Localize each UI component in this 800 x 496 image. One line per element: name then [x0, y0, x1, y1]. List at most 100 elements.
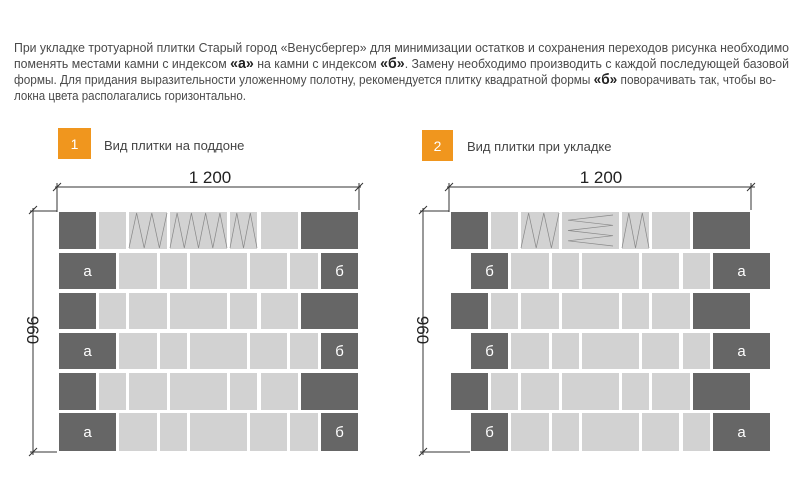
light-tile	[642, 253, 679, 289]
light-tile	[652, 212, 690, 249]
dark-tile	[713, 333, 770, 369]
fiber-direction-hatch	[128, 212, 168, 249]
dark-tile	[321, 253, 358, 289]
text-span: на камни с индексом	[254, 56, 380, 71]
description-line-1: При укладке тротуарной плитки Старый гор…	[14, 40, 789, 55]
dark-tile	[59, 253, 116, 289]
description-line-4: локна цвета располагались горизонтально.	[14, 88, 246, 103]
dark-tile	[693, 212, 750, 249]
description-line-2: поменять местами камни с индексом «а» на…	[14, 55, 789, 72]
tile-index-left: а	[83, 343, 92, 360]
light-tile	[250, 253, 287, 289]
light-tile	[491, 293, 518, 329]
diagram-1-tiles: а ба ба б	[59, 212, 358, 451]
dark-tile	[59, 333, 116, 369]
light-tile	[119, 253, 157, 289]
tile-index-left: б	[485, 424, 494, 441]
fiber-direction-hatch	[169, 212, 228, 249]
diagram-2-header: 2 Вид плитки при укладке	[422, 130, 611, 161]
light-tile	[230, 212, 257, 249]
light-tile	[491, 373, 518, 410]
light-tile	[582, 253, 639, 289]
tile-index-left: а	[83, 424, 92, 441]
light-tile	[190, 253, 247, 289]
dark-tile	[713, 253, 770, 289]
diagram-title: Вид плитки на поддоне	[104, 138, 244, 153]
light-tile	[582, 413, 639, 451]
tile-row	[451, 373, 750, 410]
light-tile	[290, 413, 318, 451]
light-tile	[170, 212, 227, 249]
light-tile	[250, 333, 287, 369]
index-a-label: «а»	[230, 55, 254, 72]
dark-tile	[59, 413, 116, 451]
tile-row	[451, 293, 750, 329]
light-tile	[683, 413, 710, 451]
light-tile	[562, 293, 619, 329]
number-badge-text: 1	[71, 136, 79, 152]
description-text: При укладке тротуарной плитки Старый гор…	[14, 40, 789, 55]
light-tile	[552, 413, 579, 451]
tile-index-right: а	[737, 424, 746, 441]
dark-tile	[301, 373, 358, 410]
height-dimension-line	[418, 205, 470, 457]
light-tile	[160, 253, 187, 289]
light-tile	[99, 212, 126, 249]
light-tile	[562, 212, 619, 249]
light-tile	[622, 373, 649, 410]
number-badge	[422, 130, 453, 161]
dark-tile	[59, 212, 96, 249]
light-tile	[622, 293, 649, 329]
fiber-direction-hatch	[621, 212, 650, 249]
tile-row	[451, 212, 750, 249]
light-tile	[119, 333, 157, 369]
light-tile	[683, 333, 710, 369]
diagram-title: Вид плитки при укладке	[467, 139, 611, 154]
text-span: формы. Для придания выразительности улож…	[14, 72, 594, 87]
light-tile	[521, 373, 559, 410]
light-tile	[129, 293, 167, 329]
dark-tile	[59, 373, 96, 410]
dark-tile	[471, 253, 508, 289]
description-line-3: формы. Для придания выразительности улож…	[14, 71, 776, 88]
fiber-direction-hatch	[520, 212, 560, 249]
dark-tile	[321, 333, 358, 369]
text-span: . Замену необходимо производить с каждой…	[405, 56, 789, 71]
dark-tile	[301, 212, 358, 249]
light-tile	[250, 413, 287, 451]
tile-index-right: а	[737, 343, 746, 360]
dark-tile	[321, 413, 358, 451]
light-tile	[230, 373, 257, 410]
light-tile	[552, 333, 579, 369]
fiber-direction-hatch	[567, 214, 614, 247]
light-tile	[521, 293, 559, 329]
tile-index-right: б	[335, 263, 344, 280]
height-dimension-line	[28, 205, 57, 457]
light-tile	[190, 333, 247, 369]
tile-index-left: а	[83, 263, 92, 280]
light-tile	[552, 253, 579, 289]
light-tile	[511, 333, 549, 369]
light-tile	[160, 333, 187, 369]
tile-index-right: б	[335, 424, 344, 441]
light-tile	[290, 333, 318, 369]
diagram-1-dimensions: 1 200 960	[23, 168, 364, 457]
light-tile	[261, 293, 298, 329]
light-tile	[99, 293, 126, 329]
light-tile	[170, 373, 227, 410]
index-b-label: «б»	[380, 55, 405, 72]
width-dimension-line	[444, 182, 756, 212]
light-tile	[170, 293, 227, 329]
dark-tile	[713, 413, 770, 451]
light-tile	[160, 413, 187, 451]
light-tile	[511, 413, 549, 451]
dark-tile	[693, 373, 750, 410]
